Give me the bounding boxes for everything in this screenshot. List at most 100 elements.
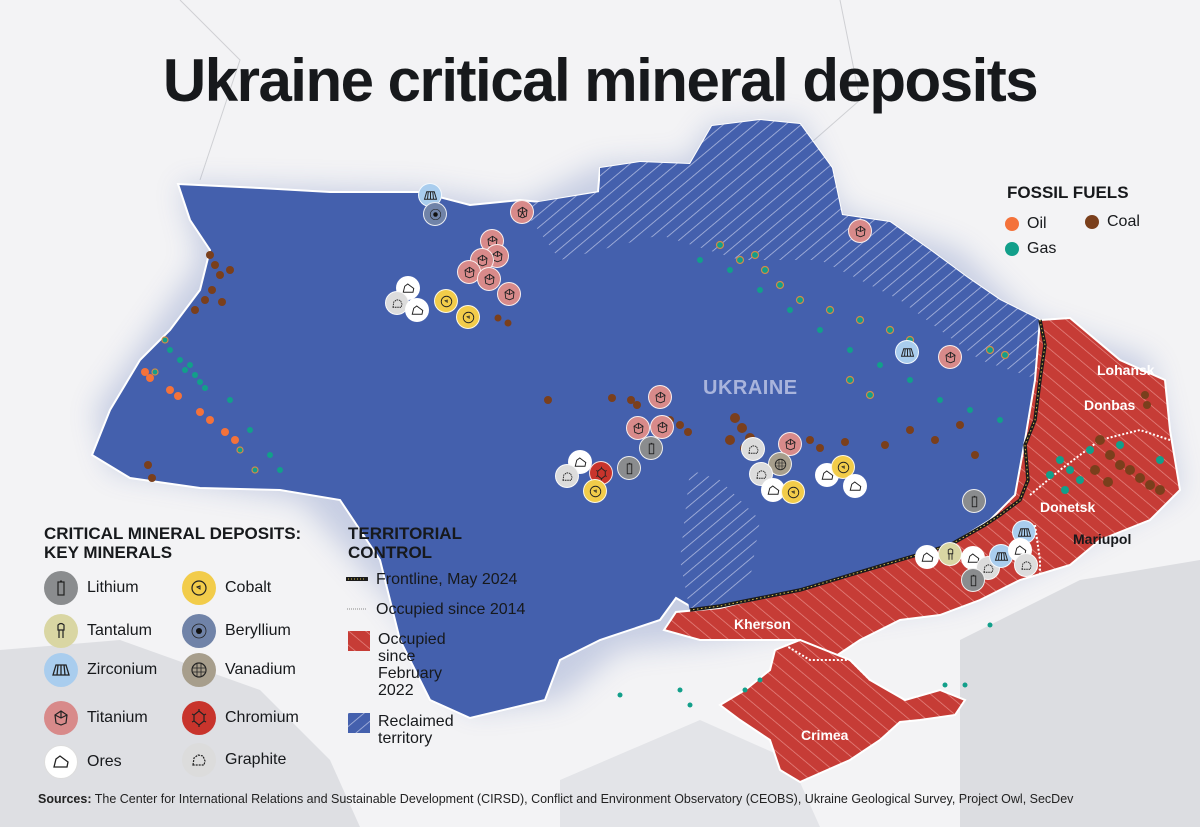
battery-icon: [970, 574, 976, 586]
zirconium-crystal-icon: [423, 190, 437, 200]
legend-item-zirconium: Zirconium: [44, 653, 157, 687]
cobalt-marker[interactable]: [781, 480, 805, 504]
ore-rock-icon: [821, 469, 833, 480]
ore-rock-icon: [921, 551, 933, 562]
occupied-2014-line-icon: [347, 608, 367, 610]
legend-item-coal: Coal: [1085, 213, 1140, 231]
legend-label: Titanium: [87, 709, 148, 726]
titanium-crystal-icon: [484, 273, 494, 285]
chromium-star-icon: [191, 709, 207, 727]
titanium-marker[interactable]: [650, 415, 674, 439]
titanium-crystal-icon: [504, 288, 514, 300]
legend-label: Tantalum: [87, 622, 152, 639]
titanium-crystal-icon: [517, 206, 527, 218]
graphite-rock-icon: [1020, 560, 1031, 570]
legend-label: Reclaimed: [378, 713, 454, 730]
graphite-marker[interactable]: [1014, 553, 1038, 577]
oil-dot-icon: [1005, 217, 1019, 231]
region-label-lohansk: Lohansk: [1097, 362, 1155, 378]
fossil-fuels-title: FOSSIL FUELS: [1007, 183, 1129, 202]
titanium-marker[interactable]: [497, 282, 521, 306]
graphite-rock-icon: [391, 298, 402, 308]
legend-item-tantalum: Tantalum: [44, 614, 152, 648]
legend-item-lithium: Lithium: [44, 571, 139, 605]
legend-label: Ores: [87, 753, 122, 770]
graphite-rock-icon: [747, 444, 758, 454]
lithium-marker[interactable]: [617, 456, 641, 480]
legend-label: Oil: [1027, 215, 1047, 232]
city-label-mariupol: Mariupol: [1073, 531, 1132, 547]
titanium-marker[interactable]: [510, 200, 534, 224]
legend-item-reclaimed: Reclaimed territory: [348, 713, 454, 747]
ore-rock-icon: [849, 480, 861, 491]
gas-deposits: [167, 257, 1164, 708]
beryllium-marker[interactable]: [423, 202, 447, 226]
territorial-control-title-line1: TERRITORIAL: [348, 524, 462, 543]
cobalt-nugget-icon: [191, 580, 207, 596]
cobalt-nugget-icon: [787, 486, 799, 498]
cobalt-marker[interactable]: [583, 479, 607, 503]
capacitor-icon: [947, 547, 953, 560]
reclaimed-territory-north: [520, 120, 1040, 380]
titanium-marker[interactable]: [848, 219, 872, 243]
graphite-rock-icon: [982, 563, 993, 573]
legend-label: Coal: [1107, 213, 1140, 230]
titanium-crystal-icon: [855, 225, 865, 237]
legend-label: Beryllium: [225, 622, 291, 639]
lithium-marker[interactable]: [961, 568, 985, 592]
ores-marker[interactable]: [843, 474, 867, 498]
titanium-marker[interactable]: [938, 345, 962, 369]
region-label-crimea: Crimea: [801, 727, 849, 743]
titanium-crystal-icon: [785, 438, 795, 450]
region-label-donbas: Donbas: [1084, 397, 1136, 413]
legend-item-chromium: Chromium: [182, 701, 299, 735]
legend-label: Frontline, May 2024: [376, 571, 518, 588]
titanium-crystal-icon: [477, 254, 487, 266]
ore-rock-icon: [767, 484, 779, 495]
minerals-legend-title: CRITICAL MINERAL DEPOSITS: KEY MINERALS: [44, 524, 301, 562]
zirconium-crystal-icon: [52, 664, 70, 676]
legend-item-occupied-2022: Occupied since February 2022: [348, 631, 446, 699]
zirconium-crystal-icon: [1017, 527, 1031, 537]
atom-icon: [191, 623, 207, 639]
titanium-crystal-icon: [633, 422, 643, 434]
ore-rock-icon: [53, 755, 69, 768]
territorial-control-title-line2: CONTROL: [348, 543, 433, 562]
legend-item-ores: Ores: [44, 745, 122, 779]
sources-text: The Center for International Relations a…: [91, 792, 1074, 806]
mesh-ball-icon: [191, 662, 207, 678]
graphite-marker[interactable]: [741, 437, 765, 461]
battery-icon: [648, 442, 654, 454]
atom-icon: [429, 208, 441, 220]
capacitor-icon: [57, 622, 65, 638]
ores-marker[interactable]: [915, 545, 939, 569]
cobalt-marker[interactable]: [434, 289, 458, 313]
reclaimed-hatch-swatch-icon: [348, 713, 370, 733]
legend-item-occupied-2014: Occupied since 2014: [346, 601, 525, 618]
lithium-marker[interactable]: [639, 436, 663, 460]
graphite-marker[interactable]: [555, 464, 579, 488]
graphite-rock-icon: [192, 754, 206, 766]
lithium-marker[interactable]: [962, 489, 986, 513]
cobalt-marker[interactable]: [456, 305, 480, 329]
legend-label: Occupied: [378, 631, 446, 648]
legend-label: Zirconium: [87, 661, 158, 678]
legend-item-graphite: Graphite: [182, 743, 286, 777]
titanium-crystal-icon: [945, 351, 955, 363]
titanium-marker[interactable]: [477, 267, 501, 291]
occupied-hatch-swatch-icon: [348, 631, 370, 651]
minerals-legend-title-line1: CRITICAL MINERAL DEPOSITS:: [44, 524, 302, 543]
ores-marker[interactable]: [405, 298, 429, 322]
zirconium-marker[interactable]: [895, 340, 919, 364]
titanium-crystal-icon: [657, 421, 667, 433]
legend-item-beryllium: Beryllium: [182, 614, 291, 648]
tantalum-marker[interactable]: [938, 542, 962, 566]
legend-label: Vanadium: [225, 661, 296, 678]
battery-icon: [626, 462, 632, 474]
cobalt-nugget-icon: [462, 311, 474, 323]
sources-note: Sources: The Center for International Re…: [38, 792, 1073, 806]
legend-label: territory: [378, 730, 433, 747]
titanium-crystal-icon: [464, 266, 474, 278]
titanium-marker[interactable]: [648, 385, 672, 409]
legend-label: Chromium: [225, 709, 299, 726]
